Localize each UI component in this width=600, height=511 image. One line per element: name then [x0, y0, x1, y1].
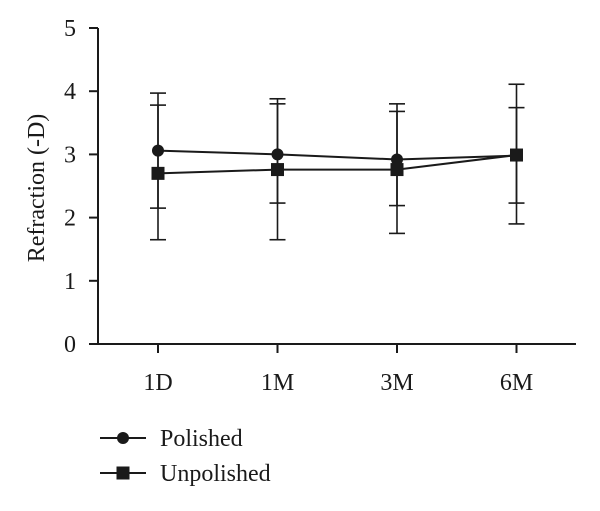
x-tick-label: 6M	[500, 370, 533, 396]
series-line	[157, 154, 517, 175]
legend-marker-circle	[117, 432, 129, 444]
y-tick-label: 1	[64, 269, 76, 295]
y-tick-label: 4	[64, 79, 76, 105]
y-tick-label: 2	[64, 206, 76, 232]
data-point-square	[151, 166, 165, 180]
legend-label: Polished	[160, 426, 243, 452]
legend: Polished Unpolished	[100, 426, 271, 487]
x-tick-label: 3M	[380, 370, 413, 396]
y-tick-label: 5	[64, 16, 76, 42]
legend-item-unpolished: Unpolished	[100, 461, 271, 487]
data-point-square	[510, 148, 523, 162]
y-tick-label: 3	[64, 142, 76, 168]
series-layer	[150, 83, 525, 241]
series-line	[157, 149, 517, 161]
legend-label: Unpolished	[160, 461, 271, 487]
legend-marker-square	[116, 466, 130, 480]
series-unpolished	[150, 103, 525, 209]
axes: 0 1 2 3 4 5 1D 1M 3M 6M	[64, 16, 576, 396]
y-axis-title: Refraction (-D)	[24, 114, 50, 263]
legend-item-polished: Polished	[100, 426, 243, 452]
x-tick-label: 1M	[261, 370, 294, 396]
data-point-square	[271, 163, 284, 177]
x-tick-label: 1D	[143, 370, 172, 396]
y-tick-label: 0	[64, 332, 76, 358]
series-polished	[150, 83, 525, 241]
data-point-square	[390, 163, 404, 177]
